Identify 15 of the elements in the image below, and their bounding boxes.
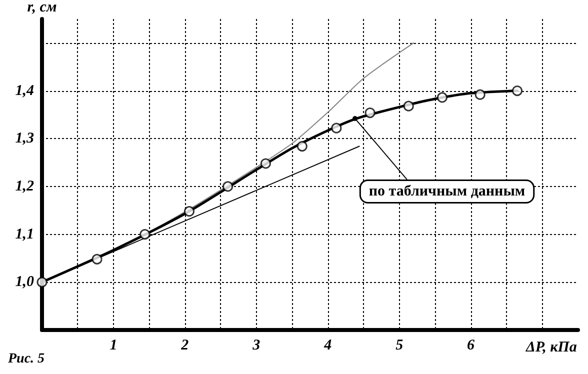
y-tick-label: 1,0: [15, 274, 34, 290]
x-tick-label: 6: [467, 338, 476, 354]
y-tick-label: 1,1: [15, 226, 34, 242]
x-axis-title: ΔP, кПа: [525, 340, 578, 356]
y-tick-label: 1,3: [15, 130, 34, 147]
x-tick-label: 3: [252, 338, 261, 354]
y-tick-label: 1,2: [15, 178, 34, 194]
x-tick-label: 1: [110, 338, 118, 354]
annotation: по табличным данным: [368, 184, 526, 200]
text: Рис. 5: [8, 352, 45, 366]
y-tick-label: 1,4: [15, 82, 34, 99]
x-tick-label: 5: [396, 338, 404, 354]
y-axis-title: r, см: [27, 0, 57, 16]
x-tick-label: 2: [180, 338, 190, 354]
x-tick-label: 4: [323, 338, 332, 354]
